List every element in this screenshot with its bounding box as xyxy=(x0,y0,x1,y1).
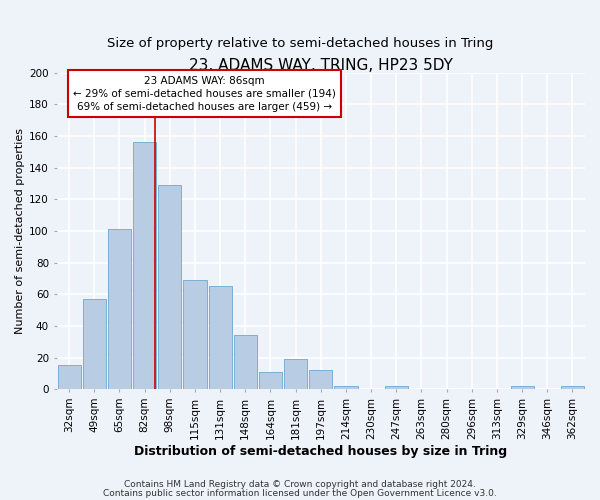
Text: Size of property relative to semi-detached houses in Tring: Size of property relative to semi-detach… xyxy=(107,38,493,51)
Title: 23, ADAMS WAY, TRING, HP23 5DY: 23, ADAMS WAY, TRING, HP23 5DY xyxy=(189,58,453,72)
Bar xyxy=(58,366,81,389)
X-axis label: Distribution of semi-detached houses by size in Tring: Distribution of semi-detached houses by … xyxy=(134,444,508,458)
Text: Contains public sector information licensed under the Open Government Licence v3: Contains public sector information licen… xyxy=(103,488,497,498)
Bar xyxy=(334,386,358,389)
Bar xyxy=(259,372,282,389)
Bar xyxy=(284,359,307,389)
Y-axis label: Number of semi-detached properties: Number of semi-detached properties xyxy=(15,128,25,334)
Text: 23 ADAMS WAY: 86sqm
← 29% of semi-detached houses are smaller (194)
69% of semi-: 23 ADAMS WAY: 86sqm ← 29% of semi-detach… xyxy=(73,76,336,112)
Bar xyxy=(561,386,584,389)
Bar xyxy=(385,386,408,389)
Bar xyxy=(83,299,106,389)
Bar xyxy=(158,185,181,389)
Bar xyxy=(234,336,257,389)
Text: Contains HM Land Registry data © Crown copyright and database right 2024.: Contains HM Land Registry data © Crown c… xyxy=(124,480,476,489)
Bar xyxy=(133,142,156,389)
Bar xyxy=(108,230,131,389)
Bar xyxy=(309,370,332,389)
Bar xyxy=(511,386,533,389)
Bar xyxy=(184,280,206,389)
Bar xyxy=(209,286,232,389)
